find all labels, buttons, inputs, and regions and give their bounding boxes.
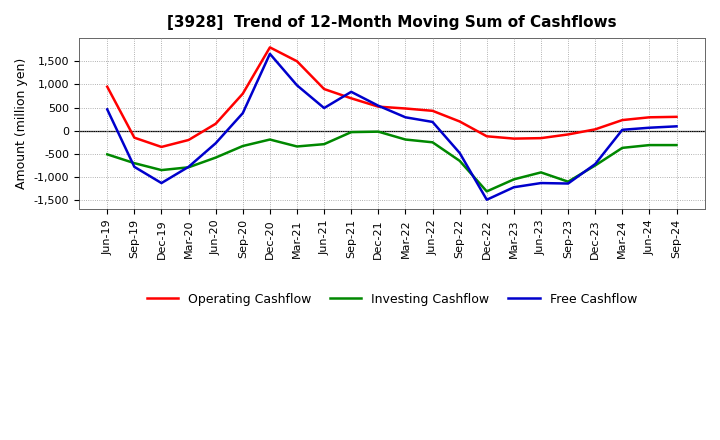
Operating Cashflow xyxy=(103,84,112,89)
Operating Cashflow xyxy=(482,134,491,139)
Free Cashflow xyxy=(564,181,572,186)
Operating Cashflow xyxy=(347,95,356,101)
Operating Cashflow xyxy=(618,117,626,123)
Investing Cashflow xyxy=(645,143,654,148)
Operating Cashflow xyxy=(564,132,572,137)
Free Cashflow xyxy=(266,51,274,56)
Legend: Operating Cashflow, Investing Cashflow, Free Cashflow: Operating Cashflow, Investing Cashflow, … xyxy=(142,288,642,311)
Free Cashflow xyxy=(184,164,193,169)
Operating Cashflow xyxy=(672,114,681,120)
Investing Cashflow xyxy=(428,139,437,145)
Investing Cashflow xyxy=(212,155,220,160)
Operating Cashflow xyxy=(157,144,166,150)
Operating Cashflow xyxy=(536,136,545,141)
Investing Cashflow xyxy=(130,161,139,166)
Operating Cashflow xyxy=(591,127,600,132)
Free Cashflow xyxy=(293,83,302,88)
Line: Investing Cashflow: Investing Cashflow xyxy=(107,132,677,191)
Free Cashflow xyxy=(455,150,464,156)
Free Cashflow xyxy=(618,127,626,132)
Free Cashflow xyxy=(510,185,518,190)
Free Cashflow xyxy=(482,197,491,202)
Investing Cashflow xyxy=(157,168,166,173)
Operating Cashflow xyxy=(645,115,654,120)
Title: [3928]  Trend of 12-Month Moving Sum of Cashflows: [3928] Trend of 12-Month Moving Sum of C… xyxy=(167,15,617,30)
Investing Cashflow xyxy=(184,165,193,170)
Operating Cashflow xyxy=(455,119,464,124)
Investing Cashflow xyxy=(238,143,247,149)
Free Cashflow xyxy=(428,119,437,125)
Investing Cashflow xyxy=(103,152,112,157)
Free Cashflow xyxy=(591,161,600,167)
Operating Cashflow xyxy=(374,104,382,109)
Free Cashflow xyxy=(103,107,112,112)
Operating Cashflow xyxy=(428,108,437,114)
Operating Cashflow xyxy=(130,135,139,140)
Investing Cashflow xyxy=(320,142,328,147)
Investing Cashflow xyxy=(374,129,382,134)
Free Cashflow xyxy=(320,106,328,111)
Operating Cashflow xyxy=(401,106,410,111)
Free Cashflow xyxy=(645,125,654,130)
Free Cashflow xyxy=(212,141,220,146)
Investing Cashflow xyxy=(618,145,626,150)
Line: Operating Cashflow: Operating Cashflow xyxy=(107,48,677,147)
Investing Cashflow xyxy=(510,177,518,182)
Investing Cashflow xyxy=(266,137,274,142)
Operating Cashflow xyxy=(266,45,274,50)
Free Cashflow xyxy=(130,164,139,169)
Free Cashflow xyxy=(672,124,681,129)
Y-axis label: Amount (million yen): Amount (million yen) xyxy=(15,58,28,189)
Operating Cashflow xyxy=(212,121,220,126)
Operating Cashflow xyxy=(510,136,518,141)
Free Cashflow xyxy=(536,180,545,186)
Free Cashflow xyxy=(401,115,410,120)
Investing Cashflow xyxy=(347,129,356,135)
Operating Cashflow xyxy=(238,91,247,96)
Operating Cashflow xyxy=(293,59,302,64)
Operating Cashflow xyxy=(320,86,328,92)
Line: Free Cashflow: Free Cashflow xyxy=(107,54,677,200)
Free Cashflow xyxy=(347,89,356,95)
Investing Cashflow xyxy=(455,158,464,164)
Free Cashflow xyxy=(374,103,382,108)
Investing Cashflow xyxy=(536,170,545,175)
Investing Cashflow xyxy=(401,137,410,142)
Investing Cashflow xyxy=(482,189,491,194)
Free Cashflow xyxy=(238,110,247,116)
Operating Cashflow xyxy=(184,137,193,143)
Investing Cashflow xyxy=(672,143,681,148)
Free Cashflow xyxy=(157,180,166,186)
Investing Cashflow xyxy=(293,144,302,149)
Investing Cashflow xyxy=(591,163,600,168)
Investing Cashflow xyxy=(564,179,572,184)
